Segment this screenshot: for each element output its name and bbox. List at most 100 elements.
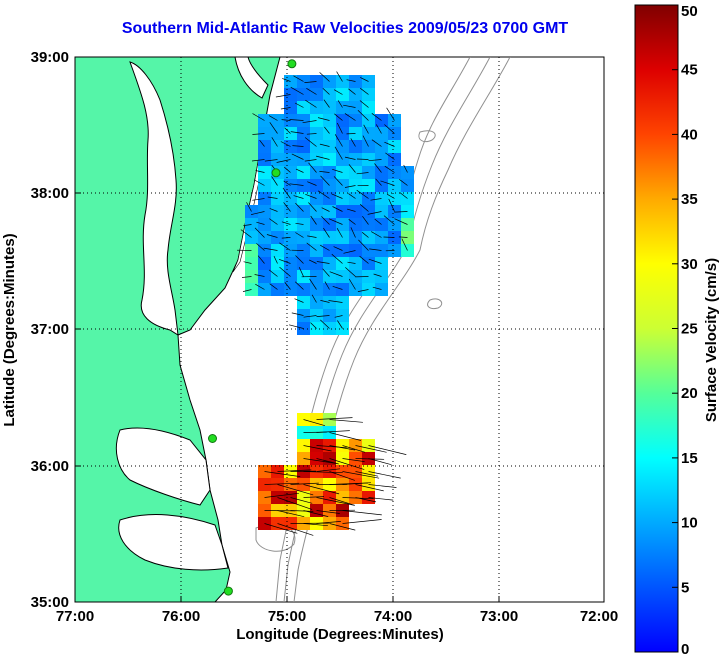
velocity-vector — [277, 484, 314, 496]
velocity-vector — [303, 458, 337, 464]
velocity-vector — [255, 170, 265, 173]
velocity-vector — [334, 146, 343, 160]
velocity-vector — [370, 198, 382, 201]
velocity-vector — [306, 242, 317, 251]
velocity-vector — [280, 141, 291, 147]
velocity-vector — [276, 159, 291, 163]
radar-station-marker — [208, 434, 217, 443]
velocity-vector — [342, 471, 380, 479]
velocity-vector — [355, 497, 377, 503]
velocity-vector — [281, 221, 291, 225]
velocity-vector — [317, 117, 330, 121]
velocity-vector — [333, 89, 343, 95]
velocity-vector — [289, 119, 304, 121]
velocity-vector — [371, 231, 382, 238]
velocity-vector — [303, 484, 340, 495]
velocity-vector — [306, 133, 317, 135]
velocity-vector — [243, 224, 252, 226]
velocity-vector — [329, 271, 343, 277]
velocity-vector — [292, 145, 304, 147]
velocity-vector — [342, 510, 382, 516]
radar-station-marker — [271, 168, 281, 178]
velocity-vector — [355, 484, 384, 492]
velocity-vector — [331, 253, 343, 264]
velocity-vector — [293, 75, 304, 82]
colorbar-tick-label: 40 — [681, 126, 698, 143]
velocity-vector — [305, 193, 317, 199]
velocity-vector — [316, 521, 341, 524]
velocity-vector — [355, 445, 387, 453]
velocity-vector — [294, 281, 304, 290]
velocity-vector — [309, 278, 317, 290]
velocity-vector — [294, 102, 304, 108]
velocity-vector — [269, 122, 278, 134]
colorbar-tick-label: 5 — [681, 579, 689, 596]
velocity-vector — [316, 315, 330, 317]
velocity-vector — [371, 139, 382, 147]
velocity-vector — [322, 87, 330, 95]
velocity-vector — [284, 127, 291, 134]
velocity-vector — [361, 232, 369, 238]
y-tick-label: 35:00 — [31, 594, 69, 611]
velocity-vector — [284, 282, 291, 290]
velocity-vector — [368, 258, 382, 264]
velocity-vector — [316, 468, 341, 472]
velocity-vector — [344, 185, 356, 188]
velocity-vector — [334, 134, 343, 147]
velocity-vector — [394, 218, 408, 225]
velocity-vector — [332, 206, 343, 212]
velocity-vector — [316, 458, 339, 465]
velocity-vector — [359, 100, 369, 108]
velocity-vector — [356, 158, 369, 160]
velocity-vector — [251, 211, 265, 215]
velocity-vector — [343, 250, 356, 254]
velocity-vector — [344, 113, 356, 121]
velocity-vector — [289, 324, 304, 329]
velocity-vector — [369, 248, 382, 251]
y-tick-label: 37:00 — [31, 321, 69, 338]
velocity-vector — [295, 202, 304, 212]
colorbar-tick-label: 0 — [681, 641, 689, 658]
velocity-vector — [394, 211, 408, 213]
velocity-vector — [355, 471, 379, 477]
velocity-vector — [316, 261, 330, 264]
velocity-vector — [348, 88, 356, 95]
velocity-vector — [383, 215, 395, 225]
velocity-vector — [343, 104, 356, 108]
velocity-vector — [259, 139, 265, 147]
velocity-vector — [283, 180, 291, 186]
velocity-vector — [319, 72, 330, 82]
velocity-vector — [268, 115, 278, 121]
velocity-vector — [240, 229, 252, 238]
bathymetry-contour — [418, 130, 436, 143]
velocity-vector — [348, 164, 356, 173]
velocity-vector — [329, 458, 365, 470]
velocity-vector — [290, 86, 304, 95]
velocity-vector — [375, 178, 382, 186]
radar-station-marker — [287, 59, 297, 69]
velocity-vector — [267, 196, 278, 199]
velocity-vector — [362, 215, 369, 225]
velocity-vector — [334, 315, 343, 318]
y-axis-label: Latitude (Degrees:Minutes) — [1, 233, 18, 426]
x-tick-label: 75:00 — [268, 608, 306, 625]
velocity-vector — [380, 180, 395, 186]
velocity-vector — [241, 276, 252, 278]
velocity-vector — [329, 497, 355, 506]
velocity-vector — [342, 445, 366, 453]
y-tick-label: 38:00 — [31, 185, 69, 202]
velocity-vector — [281, 119, 291, 121]
velocity-vector — [322, 268, 330, 277]
velocity-vector — [302, 120, 317, 124]
velocity-vector — [399, 192, 408, 199]
velocity-vector — [256, 243, 265, 251]
velocity-vector — [348, 193, 356, 199]
velocity-vector — [331, 193, 343, 199]
velocity-vector — [277, 469, 312, 472]
velocity-vector — [356, 189, 369, 199]
velocity-vector — [337, 320, 343, 329]
velocity-vector — [348, 219, 356, 225]
velocity-vector — [305, 99, 317, 108]
velocity-vector — [291, 312, 304, 316]
velocity-vector — [345, 267, 356, 277]
